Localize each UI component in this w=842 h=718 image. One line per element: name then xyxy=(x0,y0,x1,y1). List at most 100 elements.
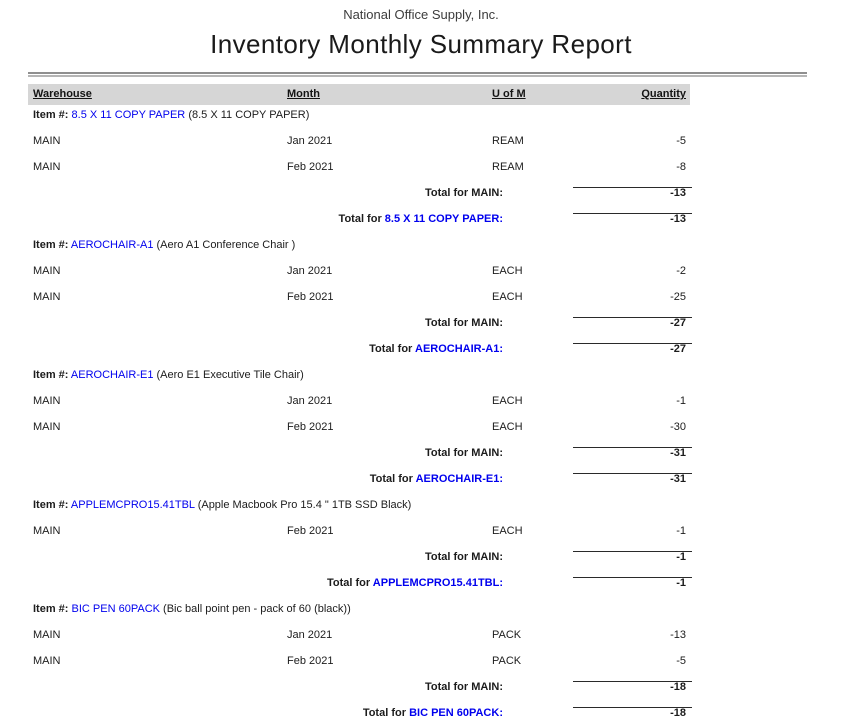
item-total-label: Total for 8.5 X 11 COPY PAPER: xyxy=(338,213,503,225)
warehouse-total-quantity: -1 xyxy=(676,551,686,563)
warehouse-total-row: Total for MAIN: -18 xyxy=(0,678,842,704)
month-cell: Jan 2021 xyxy=(287,265,333,277)
item-total-row: Total for AEROCHAIR-E1: -31 xyxy=(0,470,842,496)
uom-cell: EACH xyxy=(492,265,523,277)
warehouse-total-label: Total for MAIN: xyxy=(424,447,503,459)
item-total-label: Total for AEROCHAIR-E1: xyxy=(369,473,503,485)
detail-row: MAIN Feb 2021 EACH -25 xyxy=(0,288,842,314)
total-overline xyxy=(573,343,692,344)
warehouse-total-row: Total for MAIN: -1 xyxy=(0,548,842,574)
detail-row: MAIN Jan 2021 EACH -1 xyxy=(0,392,842,418)
item-total-quantity: -13 xyxy=(670,213,686,225)
total-overline xyxy=(573,577,692,578)
item-code-link[interactable]: 8.5 X 11 COPY PAPER: xyxy=(384,213,503,225)
total-overline xyxy=(573,447,692,448)
quantity-cell: -1 xyxy=(676,525,686,537)
item-total-row: Total for AEROCHAIR-A1: -27 xyxy=(0,340,842,366)
uom-cell: REAM xyxy=(492,161,524,173)
header-divider-rule xyxy=(28,72,807,77)
column-header-uom: U of M xyxy=(492,88,526,100)
item-number-label: Item #: xyxy=(33,603,69,615)
warehouse-total-row: Total for MAIN: -27 xyxy=(0,314,842,340)
total-overline xyxy=(573,473,692,474)
item-code-link[interactable]: 8.5 X 11 COPY PAPER xyxy=(71,109,186,121)
month-cell: Jan 2021 xyxy=(287,629,333,641)
column-header-month: Month xyxy=(287,88,320,100)
item-code-link[interactable]: AEROCHAIR-A1 xyxy=(70,239,154,251)
warehouse-total-label: Total for MAIN: xyxy=(424,187,503,199)
report-body: Item #: 8.5 X 11 COPY PAPER (8.5 X 11 CO… xyxy=(0,106,842,718)
quantity-cell: -25 xyxy=(670,291,686,303)
detail-row: MAIN Jan 2021 REAM -5 xyxy=(0,132,842,158)
item-code-link[interactable]: APPLEMCPRO15.41TBL xyxy=(70,499,195,511)
warehouse-total-label: Total for MAIN: xyxy=(424,317,503,329)
warehouse-cell: MAIN xyxy=(33,291,61,303)
detail-row: MAIN Feb 2021 EACH -1 xyxy=(0,522,842,548)
warehouse-total-quantity: -27 xyxy=(670,317,686,329)
total-overline xyxy=(573,551,692,552)
item-description: (Apple Macbook Pro 15.4 " 1TB SSD Black) xyxy=(197,499,412,511)
quantity-cell: -5 xyxy=(676,655,686,667)
item-group: Item #: 8.5 X 11 COPY PAPER (8.5 X 11 CO… xyxy=(0,106,842,236)
item-total-row: Total for 8.5 X 11 COPY PAPER: -13 xyxy=(0,210,842,236)
quantity-cell: -1 xyxy=(676,395,686,407)
item-total-row: Total for APPLEMCPRO15.41TBL: -1 xyxy=(0,574,842,600)
total-overline xyxy=(573,681,692,682)
item-group: Item #: APPLEMCPRO15.41TBL (Apple Macboo… xyxy=(0,496,842,600)
quantity-cell: -2 xyxy=(676,265,686,277)
total-overline xyxy=(573,187,692,188)
warehouse-cell: MAIN xyxy=(33,655,61,667)
month-cell: Feb 2021 xyxy=(287,161,334,173)
warehouse-cell: MAIN xyxy=(33,421,61,433)
item-total-label: Total for AEROCHAIR-A1: xyxy=(369,343,503,355)
item-total-quantity: -18 xyxy=(670,707,686,718)
item-total-row: Total for BIC PEN 60PACK: -18 xyxy=(0,704,842,718)
item-total-quantity: -31 xyxy=(670,473,686,485)
item-number-label: Item #: xyxy=(33,369,69,381)
quantity-cell: -13 xyxy=(670,629,686,641)
detail-row: MAIN Feb 2021 EACH -30 xyxy=(0,418,842,444)
uom-cell: EACH xyxy=(492,291,523,303)
company-name: National Office Supply, Inc. xyxy=(343,7,499,22)
item-code-link[interactable]: APPLEMCPRO15.41TBL: xyxy=(372,577,503,589)
item-header-row: Item #: APPLEMCPRO15.41TBL (Apple Macboo… xyxy=(0,496,842,522)
item-code-link[interactable]: AEROCHAIR-A1: xyxy=(415,343,503,355)
warehouse-cell: MAIN xyxy=(33,395,61,407)
total-overline xyxy=(573,707,692,708)
warehouse-cell: MAIN xyxy=(33,629,61,641)
column-header-bar: Warehouse Month U of M Quantity xyxy=(28,84,690,105)
item-description: (Aero E1 Executive Tile Chair) xyxy=(156,369,304,381)
item-code-link[interactable]: AEROCHAIR-E1: xyxy=(415,473,503,485)
uom-cell: EACH xyxy=(492,421,523,433)
quantity-cell: -30 xyxy=(670,421,686,433)
warehouse-cell: MAIN xyxy=(33,525,61,537)
report-title: Inventory Monthly Summary Report xyxy=(210,29,632,59)
warehouse-cell: MAIN xyxy=(33,265,61,277)
detail-row: MAIN Jan 2021 EACH -2 xyxy=(0,262,842,288)
uom-cell: PACK xyxy=(492,655,522,667)
item-number-label: Item #: xyxy=(33,499,69,511)
detail-row: MAIN Feb 2021 REAM -8 xyxy=(0,158,842,184)
warehouse-total-quantity: -13 xyxy=(670,187,686,199)
uom-cell: EACH xyxy=(492,525,523,537)
warehouse-cell: MAIN xyxy=(33,161,61,173)
column-header-warehouse: Warehouse xyxy=(33,88,92,100)
item-group: Item #: AEROCHAIR-E1 (Aero E1 Executive … xyxy=(0,366,842,496)
month-cell: Jan 2021 xyxy=(287,135,333,147)
item-description: (8.5 X 11 COPY PAPER) xyxy=(188,109,310,121)
item-header-row: Item #: AEROCHAIR-A1 (Aero A1 Conference… xyxy=(0,236,842,262)
uom-cell: PACK xyxy=(492,629,522,641)
item-group: Item #: BIC PEN 60PACK (Bic ball point p… xyxy=(0,600,842,718)
item-group: Item #: AEROCHAIR-A1 (Aero A1 Conference… xyxy=(0,236,842,366)
item-header-row: Item #: AEROCHAIR-E1 (Aero E1 Executive … xyxy=(0,366,842,392)
uom-cell: EACH xyxy=(492,395,523,407)
total-overline xyxy=(573,317,692,318)
item-code-link[interactable]: BIC PEN 60PACK xyxy=(71,603,160,615)
item-code-link[interactable]: BIC PEN 60PACK: xyxy=(409,707,503,718)
warehouse-total-row: Total for MAIN: -31 xyxy=(0,444,842,470)
item-code-link[interactable]: AEROCHAIR-E1 xyxy=(70,369,154,381)
item-total-label: Total for BIC PEN 60PACK: xyxy=(362,707,503,718)
quantity-cell: -5 xyxy=(676,135,686,147)
column-header-quantity: Quantity xyxy=(641,88,686,100)
